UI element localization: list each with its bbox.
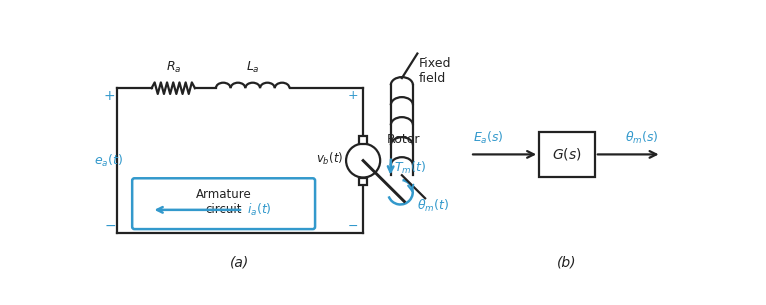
Text: $-$: $-$ bbox=[348, 219, 358, 232]
Text: $\theta_m(s)$: $\theta_m(s)$ bbox=[625, 129, 659, 145]
Text: $v_b(t)$: $v_b(t)$ bbox=[316, 151, 344, 167]
Text: $E_a(s)$: $E_a(s)$ bbox=[473, 129, 504, 145]
Text: (a): (a) bbox=[230, 255, 249, 269]
Circle shape bbox=[346, 144, 380, 178]
Bar bbox=[359, 136, 367, 144]
Text: $i_a(t)$: $i_a(t)$ bbox=[247, 202, 272, 218]
Text: +: + bbox=[104, 89, 116, 103]
Bar bbox=[539, 132, 595, 177]
Bar bbox=[359, 178, 367, 185]
Text: Armature
circuit: Armature circuit bbox=[196, 188, 251, 216]
Text: +: + bbox=[348, 89, 358, 102]
Text: Rotor: Rotor bbox=[386, 132, 420, 145]
Text: $T_m(t)$: $T_m(t)$ bbox=[394, 160, 426, 176]
Text: $\theta_m(t)$: $\theta_m(t)$ bbox=[417, 198, 450, 214]
Text: $R_a$: $R_a$ bbox=[165, 60, 181, 75]
FancyBboxPatch shape bbox=[133, 178, 315, 229]
Text: $e_a(t)$: $e_a(t)$ bbox=[94, 152, 123, 169]
Text: $L_a$: $L_a$ bbox=[246, 60, 260, 75]
Text: (b): (b) bbox=[557, 255, 577, 269]
Text: $G(s)$: $G(s)$ bbox=[552, 146, 581, 162]
Text: $-$: $-$ bbox=[103, 218, 116, 232]
Text: Fixed
field: Fixed field bbox=[419, 57, 451, 85]
